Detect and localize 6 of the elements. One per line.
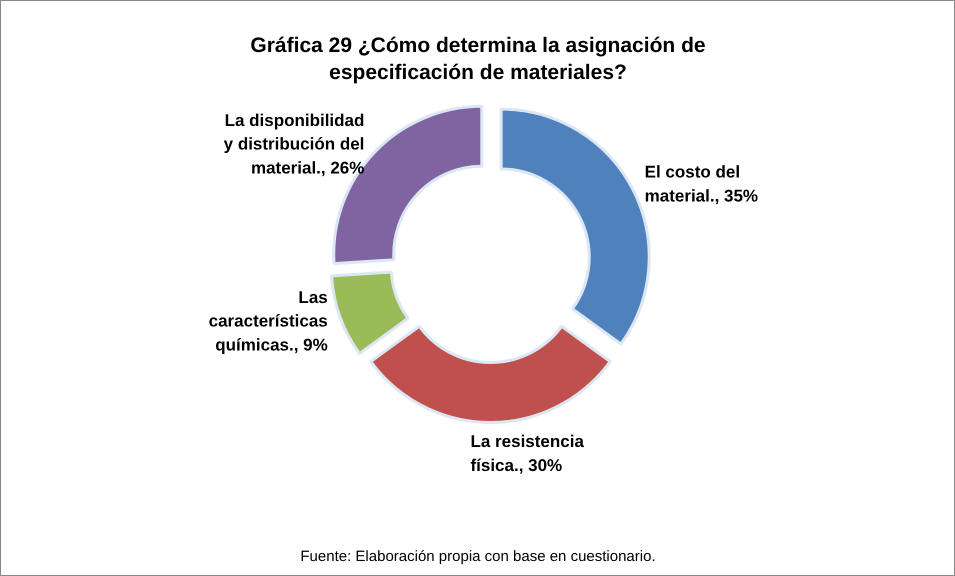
slice-label: La disponibilidad y distribución del material., 26% xyxy=(224,110,364,178)
chart-title: Gráfica 29 ¿Cómo determina la asignación de especificación de materiales? xyxy=(250,34,706,84)
source-note: Fuente: Elaboración propia con base en cuestionario. xyxy=(300,548,656,565)
slice-label: La resistencia física., 30% xyxy=(470,432,584,475)
slice-label: El costo del material., 35% xyxy=(644,162,758,206)
slice-label: Las características químicas., 9% xyxy=(208,288,328,354)
